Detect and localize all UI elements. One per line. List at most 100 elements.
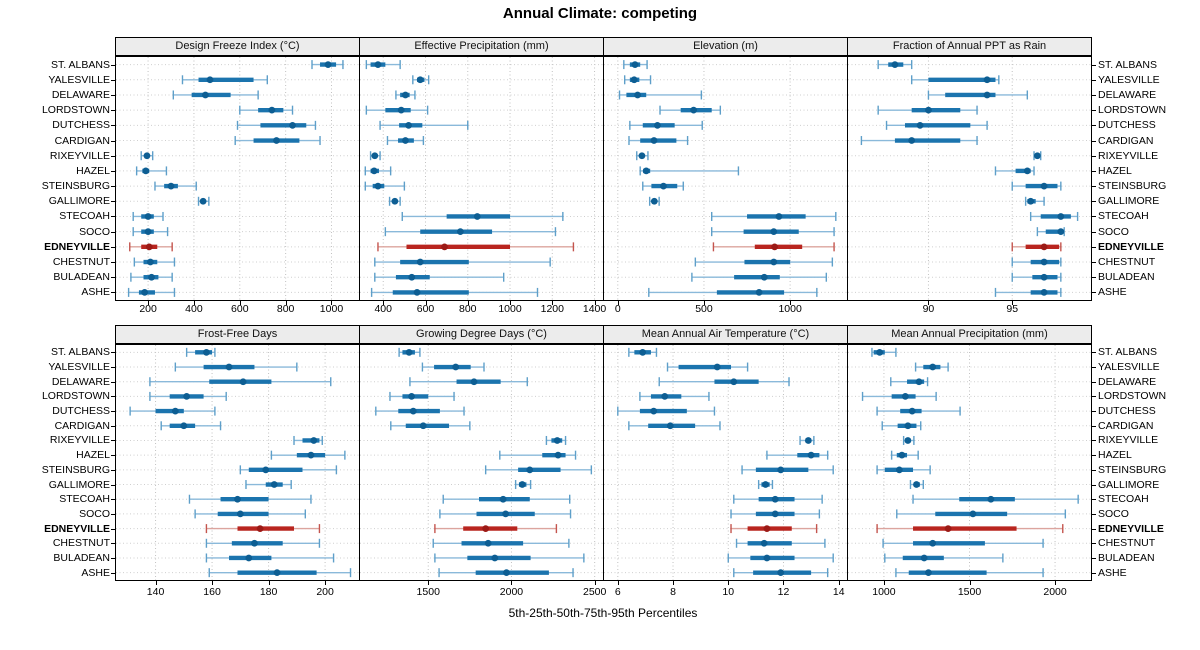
panel-strip: Growing Degree Days (°C)	[359, 325, 604, 344]
median-dot	[969, 510, 977, 518]
median-dot	[409, 407, 417, 415]
interval-row	[659, 105, 722, 115]
interval-row	[861, 391, 937, 401]
x-tick-label: 500	[695, 303, 713, 315]
station-tick-left	[111, 455, 115, 457]
median-dot	[143, 152, 151, 160]
median-dot	[983, 76, 991, 84]
interval-row	[205, 524, 321, 534]
station-label-right: CHESTNUT	[1098, 537, 1156, 550]
station-tick-right	[1092, 110, 1096, 112]
interval-row	[711, 211, 837, 221]
panel-strip: Mean Annual Precipitation (mm)	[847, 325, 1092, 344]
station-label-right: RIXEYVILLE	[1098, 434, 1159, 447]
median-dot	[370, 167, 378, 175]
interval-row	[876, 406, 961, 416]
median-dot	[771, 243, 779, 251]
interval-row	[885, 120, 988, 130]
median-dot	[713, 363, 721, 371]
x-tick-label: 400	[185, 303, 203, 315]
median-dot	[183, 393, 191, 400]
interval-row	[197, 196, 210, 206]
interval-row	[140, 151, 154, 161]
median-dot	[289, 121, 296, 129]
median-dot	[777, 569, 785, 577]
station-label-right: RIXEYVILLE	[1098, 149, 1159, 162]
station-tick-left	[111, 484, 115, 486]
x-tick-mark	[969, 581, 971, 585]
x-tick-mark	[148, 301, 150, 305]
station-tick-right	[1092, 201, 1096, 203]
panel-mean-annual-precipitation-mm	[847, 344, 1092, 581]
station-tick-right	[1092, 396, 1096, 398]
station-label-left: STEINSBURG	[41, 463, 110, 476]
median-dot	[762, 481, 769, 488]
station-tick-left	[111, 170, 115, 172]
median-dot	[807, 451, 815, 459]
median-dot	[203, 348, 210, 356]
interval-row	[311, 60, 344, 70]
median-dot	[502, 510, 510, 518]
median-dot	[690, 106, 698, 114]
interval-row	[877, 105, 978, 115]
x-tick-label: 140	[146, 586, 165, 598]
station-tick-left	[111, 381, 115, 383]
interval-row	[994, 287, 1062, 297]
median-dot	[1023, 167, 1031, 175]
station-tick-right	[1092, 381, 1096, 383]
panel-plot-svg	[848, 57, 1091, 300]
interval-row	[639, 391, 710, 401]
x-tick-label: 1400	[582, 303, 607, 315]
station-tick-right	[1092, 440, 1096, 442]
median-dot	[245, 554, 253, 562]
station-label-left: BULADEAN	[53, 551, 110, 564]
median-dot	[413, 289, 421, 296]
median-dot	[660, 182, 667, 190]
median-dot	[482, 525, 490, 532]
median-dot	[484, 539, 492, 547]
interval-row	[236, 120, 317, 130]
interval-row	[181, 75, 269, 85]
interval-row	[876, 465, 931, 475]
median-dot	[908, 407, 916, 415]
station-label-left: ST. ALBANS	[51, 346, 110, 359]
station-tick-right	[1092, 367, 1096, 369]
median-dot	[770, 228, 778, 236]
x-tick-mark	[383, 301, 385, 305]
interval-row	[160, 421, 222, 431]
panel-elevation-m	[603, 56, 848, 301]
median-dot	[405, 348, 413, 356]
median-dot	[1027, 197, 1035, 205]
station-tick-left	[111, 140, 115, 142]
median-dot	[654, 121, 661, 129]
median-dot	[898, 451, 906, 459]
station-label-left: CARDIGAN	[54, 134, 110, 147]
median-dot	[142, 167, 150, 175]
interval-row	[421, 362, 485, 372]
interval-row	[374, 257, 551, 267]
station-tick-right	[1092, 216, 1096, 218]
interval-row	[909, 480, 924, 490]
interval-row	[757, 480, 774, 490]
interval-row	[127, 287, 176, 297]
station-tick-left	[111, 367, 115, 369]
panel-frost-free-days	[115, 344, 360, 581]
station-tick-left	[111, 411, 115, 413]
station-tick-right	[1092, 64, 1096, 66]
median-dot	[374, 182, 382, 190]
interval-row	[623, 75, 652, 85]
median-dot	[408, 273, 416, 281]
interval-row	[364, 181, 406, 191]
station-label-left: YALESVILLE	[48, 361, 110, 374]
median-dot	[904, 437, 912, 444]
interval-row	[412, 75, 430, 85]
interval-row	[188, 494, 312, 504]
station-label-left: DUTCHESS	[52, 405, 110, 418]
station-label-left: HAZEL	[76, 164, 110, 177]
station-label-left: YALESVILLE	[48, 73, 110, 86]
station-label-left: LORDSTOWN	[41, 390, 110, 403]
station-label-left: ASHE	[81, 286, 110, 299]
station-tick-left	[111, 110, 115, 112]
panel-strip: Mean Annual Air Temperature (°C)	[603, 325, 848, 344]
station-tick-left	[111, 186, 115, 188]
